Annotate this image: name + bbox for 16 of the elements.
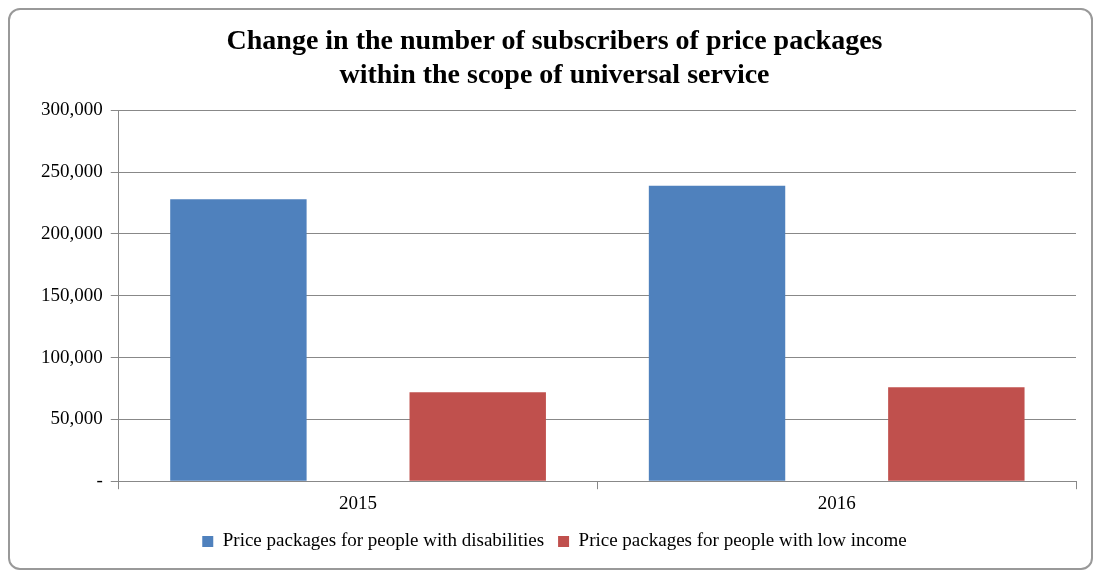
x-tick-label: 2016 <box>817 491 856 513</box>
bar <box>648 185 786 481</box>
bar <box>170 199 307 481</box>
x-tick-label: 2015 <box>339 491 378 513</box>
bar <box>409 392 546 481</box>
y-tick-label: 300,000 <box>41 98 103 120</box>
y-tick-label: 150,000 <box>41 283 103 305</box>
bar <box>888 387 1025 481</box>
chart-title: Change in the number of subscribers of price packages within the scope of universal service <box>226 24 883 89</box>
y-tick-label: 200,000 <box>41 221 103 243</box>
y-tick-label: 100,000 <box>41 345 103 367</box>
y-tick-label: 50,000 <box>50 407 103 429</box>
legend-label: Price packages for people with disabilities <box>222 529 545 551</box>
legend-label: Price packages for people with low income <box>578 529 907 551</box>
y-tick-label: - <box>96 469 103 491</box>
y-tick-label: 250,000 <box>41 160 103 182</box>
